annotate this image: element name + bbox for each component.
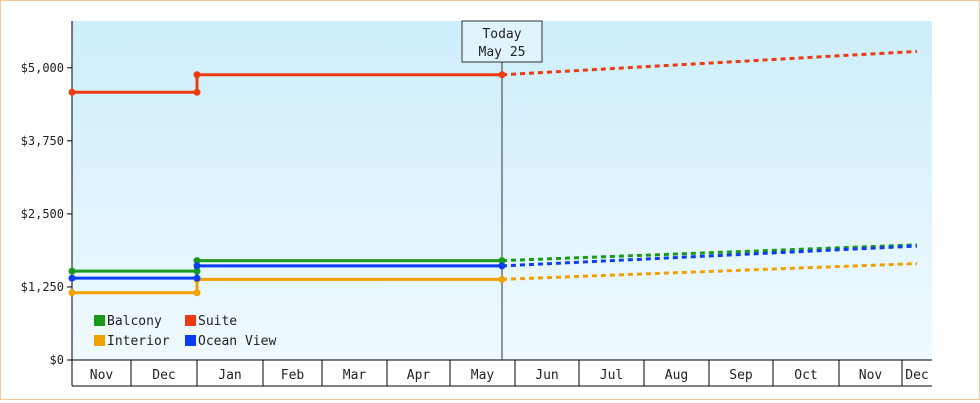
x-tick-label: Jul [600, 368, 623, 383]
today-callout-label: May 25 [479, 45, 526, 60]
x-tick-label: Sep [729, 368, 753, 383]
data-point[interactable] [193, 274, 201, 282]
data-point[interactable] [498, 262, 506, 270]
today-callout-label: Today [482, 27, 521, 42]
data-point[interactable] [193, 267, 201, 275]
data-point[interactable] [68, 289, 76, 297]
data-point[interactable] [193, 257, 201, 265]
legend-swatch [94, 335, 105, 346]
x-tick-label: Nov [859, 368, 883, 383]
data-point[interactable] [68, 267, 76, 275]
data-point[interactable] [193, 262, 201, 270]
y-tick-label: $2,500 [21, 207, 64, 221]
series-line-history [72, 277, 502, 295]
data-point[interactable] [498, 257, 506, 265]
x-tick-label: Feb [281, 368, 305, 383]
x-tick-label: Oct [794, 368, 817, 383]
x-tick-label: Apr [407, 368, 431, 383]
y-tick-label: $1,250 [21, 280, 64, 294]
data-point[interactable] [68, 274, 76, 282]
legend-swatch [94, 315, 105, 326]
series-line-forecast [501, 244, 918, 268]
data-point[interactable] [193, 88, 201, 96]
x-tick-label: Jan [218, 368, 241, 383]
x-tick-label: Jun [535, 368, 558, 383]
data-point[interactable] [193, 71, 201, 79]
x-tick-label: Nov [90, 368, 114, 383]
legend-label[interactable]: Ocean View [198, 334, 276, 349]
x-tick-label: Dec [152, 368, 175, 383]
series-line-history [72, 73, 502, 94]
series-line-forecast [501, 262, 918, 281]
y-tick-label: $3,750 [21, 134, 64, 148]
legend-swatch [185, 335, 196, 346]
data-point[interactable] [68, 88, 76, 96]
x-tick-label: May [471, 368, 495, 383]
y-tick-label: $0 [50, 353, 64, 367]
x-tick-label: Mar [343, 368, 367, 383]
legend-swatch [185, 315, 196, 326]
legend-label[interactable]: Balcony [107, 314, 162, 329]
y-tick-label: $5,000 [21, 61, 64, 75]
legend-label[interactable]: Interior [107, 334, 170, 349]
x-tick-label: Aug [665, 368, 688, 383]
data-point[interactable] [193, 289, 201, 297]
series-line-forecast [501, 243, 918, 263]
legend-label[interactable]: Suite [198, 314, 237, 329]
series-line-forecast [501, 49, 918, 77]
data-point[interactable] [498, 71, 506, 79]
data-point[interactable] [498, 275, 506, 283]
x-tick-label: Dec [905, 368, 928, 383]
today-callout-box [461, 20, 543, 63]
